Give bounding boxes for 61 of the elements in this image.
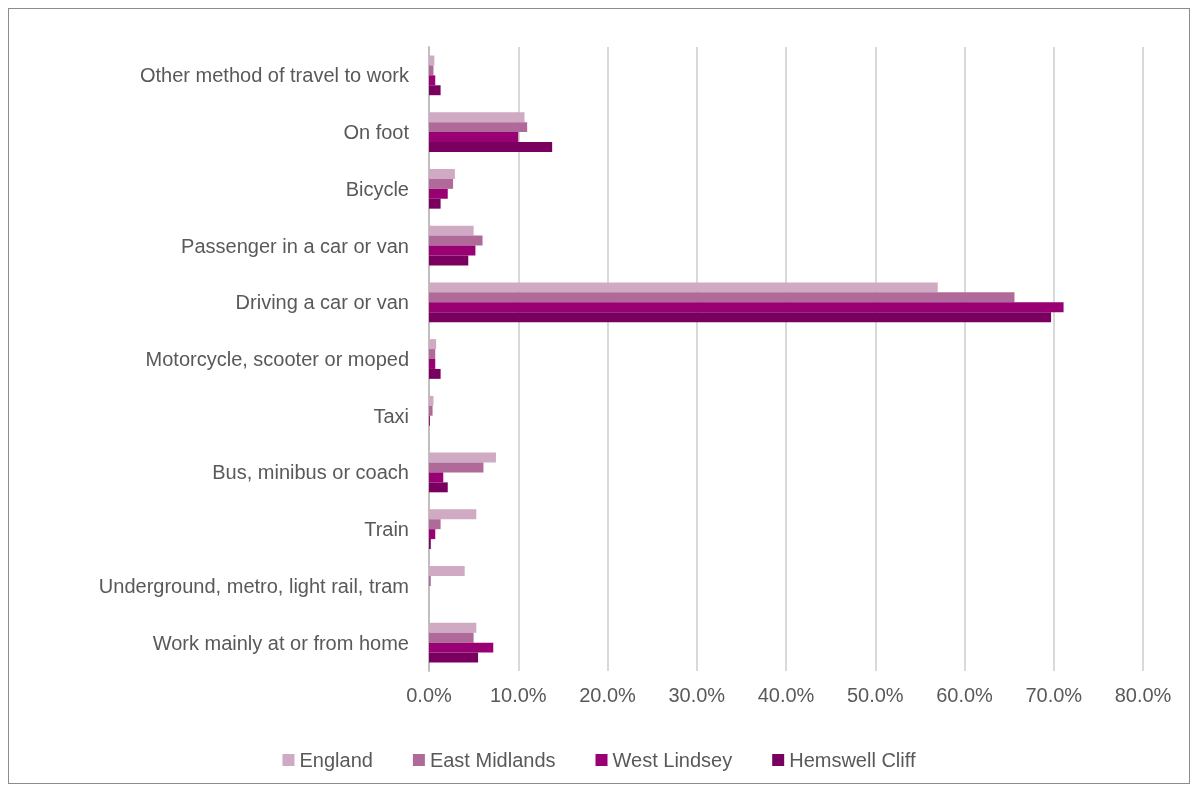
bar — [429, 85, 441, 96]
bar — [429, 622, 477, 633]
bar — [429, 359, 436, 369]
bar — [429, 122, 528, 133]
bar — [429, 245, 476, 256]
bar — [429, 65, 434, 76]
bar — [429, 452, 496, 463]
y-tick-label: Driving a car or van — [235, 291, 409, 314]
bar — [429, 642, 494, 653]
bar — [429, 509, 477, 520]
y-tick-label: Motorcycle, scooter or moped — [145, 348, 409, 370]
y-tick-label: Passenger in a car or van — [181, 234, 409, 257]
bar — [429, 349, 436, 359]
x-tick-label: 30.0% — [668, 684, 726, 706]
y-tick-label: Bicycle — [345, 177, 409, 200]
bar — [429, 405, 433, 416]
legend-label: England — [299, 749, 373, 771]
legend-label: Hemswell Cliff — [789, 749, 916, 771]
y-tick-label: Work mainly at or from home — [152, 631, 409, 654]
x-tick-label: 40.0% — [757, 684, 815, 706]
bar — [429, 168, 455, 179]
x-tick-label: 10.0% — [489, 684, 547, 706]
y-tick-label: Other method of travel to work — [139, 64, 410, 87]
x-tick-label: 70.0% — [1025, 684, 1083, 706]
y-tick-label: Underground, metro, light rail, tram — [98, 574, 409, 597]
bar — [429, 75, 436, 86]
bar — [429, 652, 479, 663]
legend-label: West Lindsey — [612, 749, 733, 771]
bar — [429, 255, 469, 266]
legend-label: East Midlands — [429, 749, 556, 771]
x-tick-label: 20.0% — [579, 684, 637, 706]
x-tick-label: 50.0% — [846, 684, 904, 706]
bar — [429, 462, 484, 473]
y-tick-label: Train — [364, 518, 409, 541]
bar — [429, 482, 448, 493]
y-tick-label: Taxi — [373, 404, 409, 427]
x-tick-label: 60.0% — [936, 684, 994, 706]
x-tick-label: 80.0% — [1114, 684, 1172, 706]
bar — [429, 519, 441, 530]
bar — [429, 188, 448, 199]
bar — [429, 292, 1015, 303]
bar — [429, 339, 437, 350]
bar — [429, 282, 938, 293]
bar — [429, 198, 441, 209]
bar — [429, 225, 474, 236]
bar — [429, 142, 553, 152]
bar — [429, 178, 454, 189]
y-tick-label: Bus, minibus or coach — [212, 461, 409, 484]
bar — [429, 395, 434, 406]
bar — [429, 132, 519, 143]
bar — [429, 632, 474, 643]
bar — [429, 368, 441, 379]
bar — [429, 302, 1064, 313]
x-tick-label: 0.0% — [406, 684, 453, 706]
bar — [429, 312, 1052, 323]
bar — [429, 529, 436, 540]
bar — [429, 235, 483, 246]
bar — [429, 566, 465, 576]
y-tick-label: On foot — [343, 121, 410, 144]
bar — [429, 472, 444, 483]
bar — [429, 112, 525, 123]
